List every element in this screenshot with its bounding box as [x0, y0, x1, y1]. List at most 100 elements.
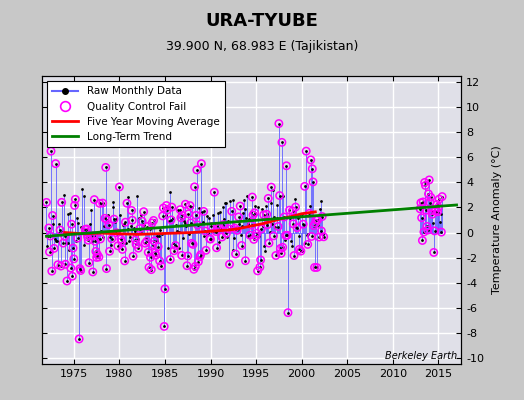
Point [430, 249, 438, 256]
Point [249, 236, 258, 242]
Point [145, 264, 153, 270]
Point [43, 242, 51, 249]
Point [225, 261, 234, 268]
Point [102, 266, 111, 272]
Point [288, 208, 297, 214]
Point [93, 251, 102, 258]
Point [146, 254, 155, 260]
Point [51, 160, 60, 167]
Point [424, 191, 433, 197]
Point [59, 240, 68, 246]
Point [418, 214, 426, 221]
Point [417, 200, 425, 206]
Point [131, 237, 139, 243]
Point [114, 243, 122, 249]
Point [117, 236, 125, 242]
Point [295, 246, 303, 252]
Point [276, 192, 284, 199]
Point [91, 238, 99, 244]
Point [276, 245, 285, 252]
Point [317, 228, 325, 234]
Point [163, 207, 171, 213]
Point [112, 216, 120, 222]
Point [261, 248, 269, 254]
Point [178, 252, 186, 258]
Point [276, 245, 285, 252]
Point [50, 245, 58, 252]
Text: 39.900 N, 68.983 E (Tajikistan): 39.900 N, 68.983 E (Tajikistan) [166, 40, 358, 53]
Point [149, 242, 157, 248]
Point [115, 184, 124, 190]
Point [295, 246, 303, 252]
Point [48, 268, 56, 274]
Point [438, 193, 446, 200]
Point [177, 214, 185, 221]
Point [158, 213, 167, 219]
Point [201, 228, 210, 234]
Point [95, 200, 104, 206]
Point [90, 196, 99, 203]
Point [103, 217, 112, 223]
Point [230, 234, 238, 241]
Point [438, 193, 446, 200]
Point [416, 206, 424, 212]
Point [212, 228, 220, 235]
Point [170, 248, 178, 254]
Point [179, 235, 188, 242]
Point [116, 212, 124, 218]
Point [253, 230, 261, 236]
Point [430, 249, 438, 256]
Point [110, 216, 118, 222]
Point [86, 232, 95, 239]
Text: URA-TYUBE: URA-TYUBE [205, 12, 319, 30]
Point [214, 210, 222, 216]
Point [129, 225, 138, 231]
Point [435, 219, 444, 225]
Point [70, 202, 79, 209]
Point [135, 215, 144, 222]
Point [302, 148, 310, 154]
Point [250, 210, 259, 216]
Point [57, 263, 65, 269]
Point [155, 232, 163, 239]
Point [305, 210, 313, 217]
Point [228, 246, 237, 253]
Point [190, 266, 198, 272]
Point [175, 228, 183, 235]
Point [183, 253, 192, 259]
Point [70, 202, 79, 209]
Point [308, 166, 316, 172]
Point [147, 266, 156, 273]
Point [178, 252, 186, 258]
Point [291, 204, 300, 210]
Point [203, 212, 212, 219]
Point [423, 227, 432, 233]
Point [290, 252, 298, 259]
Point [284, 310, 292, 316]
Point [121, 258, 129, 264]
Point [259, 212, 268, 218]
Point [425, 177, 433, 183]
Point [189, 241, 197, 248]
Point [67, 265, 75, 271]
Point [216, 209, 225, 216]
Text: Berkeley Earth: Berkeley Earth [385, 351, 457, 361]
Point [89, 269, 97, 275]
Point [201, 228, 210, 234]
Point [61, 261, 70, 268]
Point [144, 249, 152, 256]
Point [267, 184, 276, 190]
Point [114, 230, 123, 237]
Point [249, 212, 257, 218]
Point [269, 233, 278, 239]
Point [74, 220, 83, 226]
Point [247, 222, 256, 228]
Point [213, 223, 222, 230]
Point [129, 253, 137, 260]
Point [47, 148, 55, 154]
Point [269, 187, 277, 193]
Point [191, 263, 200, 270]
Point [42, 199, 51, 206]
Point [248, 194, 256, 200]
Point [299, 221, 308, 227]
